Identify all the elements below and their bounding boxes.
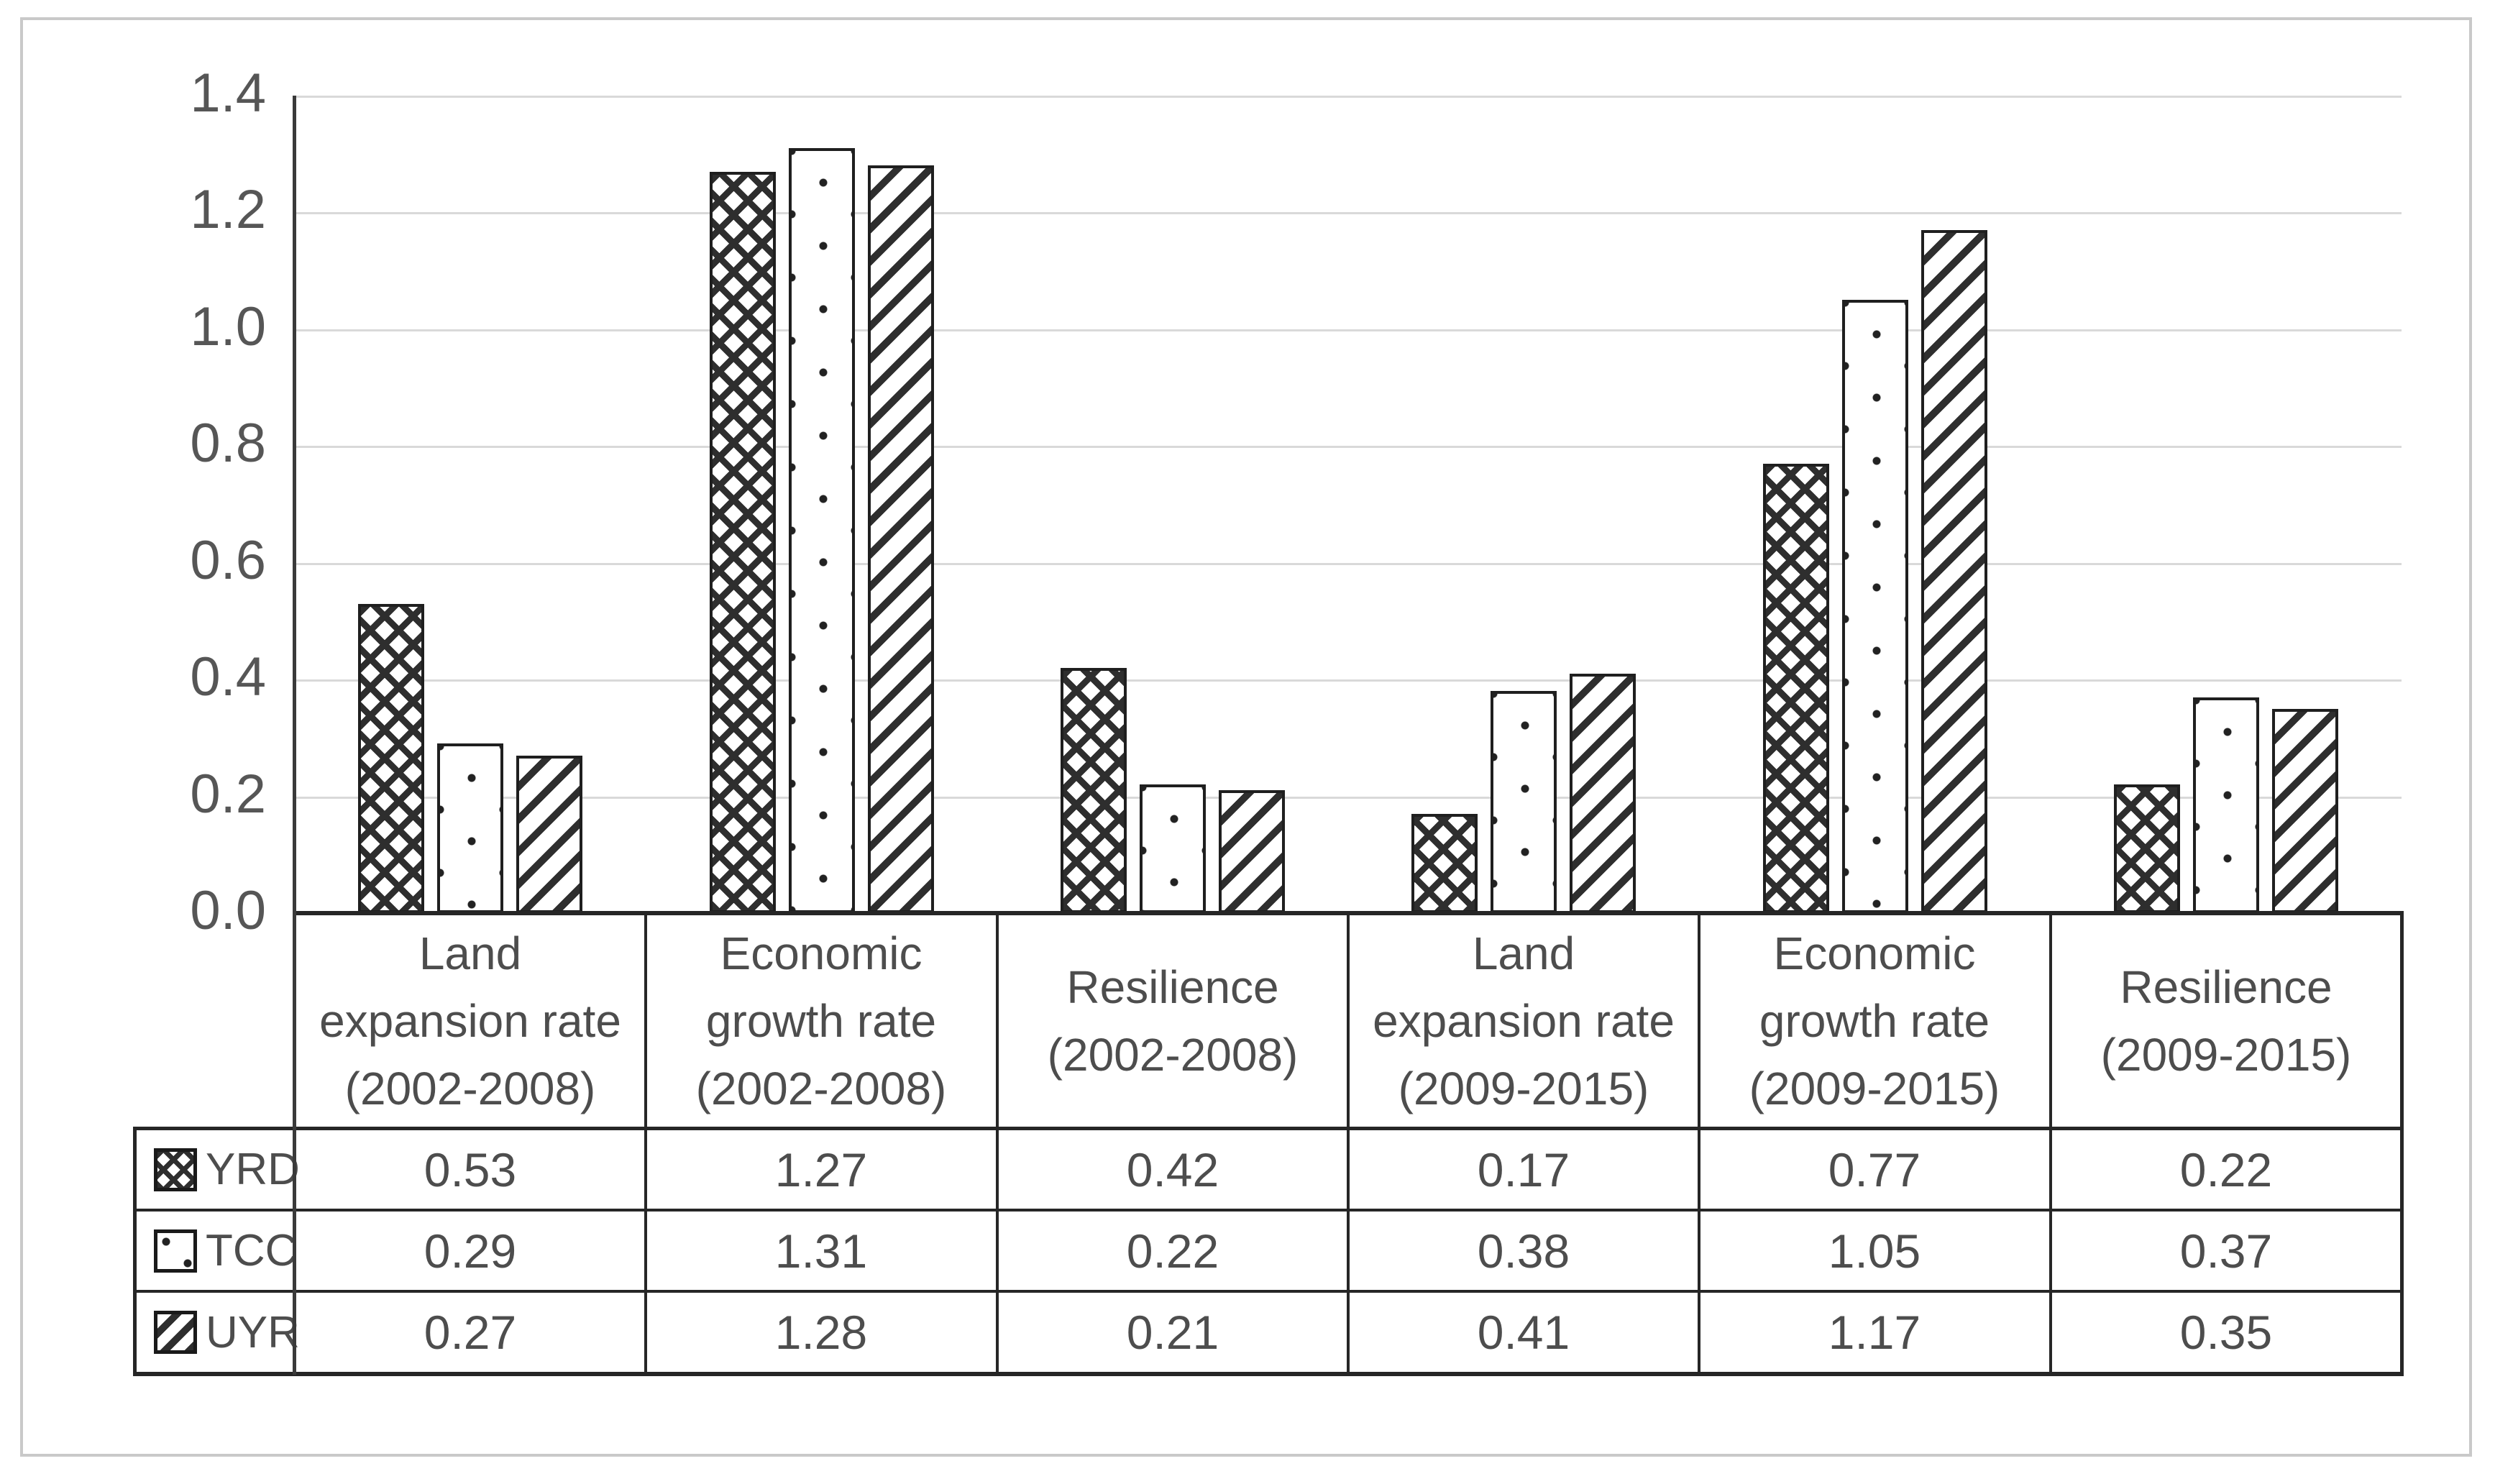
bar-uyr-category-6 bbox=[2271, 709, 2338, 913]
value-cell-uyr-category-4: 0.41 bbox=[1477, 1306, 1570, 1359]
bar-yrd-category-1 bbox=[358, 604, 425, 913]
table-column-border bbox=[1698, 911, 1700, 1373]
table-column-border bbox=[1347, 911, 1350, 1373]
category-header-cell: Land expansion rate (2009-2015) bbox=[1373, 927, 1675, 1114]
series-name-label: TCC bbox=[206, 1226, 298, 1275]
table-header-bottom-border bbox=[133, 1127, 2404, 1130]
value-cell-yrd-category-5: 0.77 bbox=[1828, 1142, 1921, 1196]
value-cell-uyr-category-5: 1.17 bbox=[1828, 1306, 1921, 1359]
category-header-cell: Resilience (2009-2015) bbox=[2100, 961, 2352, 1081]
y-axis-tick-label: 1.0 bbox=[190, 296, 266, 357]
value-cell-uyr-category-2: 1.28 bbox=[774, 1306, 868, 1359]
y-axis-tick-label: 0.0 bbox=[190, 880, 266, 942]
gridline bbox=[295, 329, 2402, 331]
bar-tcc-category-5 bbox=[1841, 300, 1908, 913]
table-row-border bbox=[133, 1209, 2404, 1212]
bar-tcc-category-6 bbox=[2192, 697, 2259, 913]
value-cell-uyr-category-6: 0.35 bbox=[2179, 1306, 2273, 1359]
category-header-cell: Economic growth rate (2009-2015) bbox=[1749, 927, 2000, 1114]
series-name-label: UYR bbox=[206, 1307, 300, 1357]
series-name-label: YRD bbox=[206, 1145, 300, 1194]
category-header-cell: Resilience (2002-2008) bbox=[1047, 961, 1299, 1081]
diagonal-legend-swatch-icon bbox=[154, 1311, 197, 1354]
gridline bbox=[295, 212, 2402, 215]
bar-tcc-category-1 bbox=[437, 743, 504, 913]
value-cell-yrd-category-3: 0.42 bbox=[1126, 1142, 1219, 1196]
table-column-border bbox=[644, 911, 647, 1373]
legend-key-cell-tcc: TCC bbox=[137, 1210, 297, 1291]
bar-yrd-category-2 bbox=[709, 172, 776, 913]
y-axis-tick-label: 1.2 bbox=[190, 179, 266, 241]
value-cell-tcc-category-5: 1.05 bbox=[1828, 1224, 1921, 1278]
gridline bbox=[295, 796, 2402, 799]
category-header-cell: Land expansion rate (2002-2008) bbox=[319, 927, 621, 1114]
value-cell-yrd-category-4: 0.17 bbox=[1477, 1142, 1570, 1196]
y-axis-tick-label: 0.4 bbox=[190, 646, 266, 708]
dots-legend-swatch-icon bbox=[154, 1229, 197, 1273]
bar-tcc-category-2 bbox=[788, 148, 855, 913]
gridline bbox=[295, 96, 2402, 98]
value-cell-yrd-category-2: 1.27 bbox=[774, 1142, 868, 1196]
y-axis-tick-label: 0.6 bbox=[190, 529, 266, 591]
bar-uyr-category-5 bbox=[1921, 230, 1987, 913]
legend-key-cell-yrd: YRD bbox=[137, 1129, 300, 1210]
bar-yrd-category-4 bbox=[1411, 814, 1478, 913]
bar-uyr-category-1 bbox=[516, 756, 583, 913]
value-cell-uyr-category-3: 0.21 bbox=[1126, 1306, 1219, 1359]
table-right-border bbox=[2400, 911, 2404, 1373]
crosshatch-legend-swatch-icon bbox=[154, 1148, 197, 1191]
legend-key-cell-uyr: UYR bbox=[137, 1291, 300, 1373]
y-axis-tick-label: 0.2 bbox=[190, 763, 266, 825]
bar-yrd-category-6 bbox=[2113, 784, 2180, 913]
bar-uyr-category-2 bbox=[867, 165, 934, 913]
gridline bbox=[295, 446, 2402, 449]
table-legend-left-border bbox=[133, 1127, 137, 1373]
y-axis-line bbox=[293, 96, 296, 1375]
value-cell-yrd-category-6: 0.22 bbox=[2179, 1142, 2273, 1196]
category-header-cell: Economic growth rate (2002-2008) bbox=[695, 927, 947, 1114]
table-column-border bbox=[996, 911, 999, 1373]
value-cell-tcc-category-4: 0.38 bbox=[1477, 1224, 1570, 1278]
plot-area bbox=[295, 96, 2402, 913]
bar-yrd-category-5 bbox=[1762, 464, 1829, 913]
value-cell-yrd-category-1: 0.53 bbox=[424, 1142, 517, 1196]
y-axis-tick-label: 0.8 bbox=[190, 413, 266, 475]
table-row-border bbox=[133, 1290, 2404, 1293]
value-cell-tcc-category-3: 0.22 bbox=[1126, 1224, 1219, 1278]
y-axis-tick-label: 1.4 bbox=[190, 63, 266, 124]
value-cell-tcc-category-2: 1.31 bbox=[774, 1224, 868, 1278]
bar-uyr-category-4 bbox=[1570, 674, 1636, 913]
gridline bbox=[295, 562, 2402, 565]
figure-border-frame bbox=[20, 17, 2472, 1457]
table-column-border bbox=[2049, 911, 2052, 1373]
bar-uyr-category-3 bbox=[1218, 790, 1285, 913]
bar-yrd-category-3 bbox=[1060, 668, 1127, 913]
gridline bbox=[295, 679, 2402, 682]
value-cell-tcc-category-1: 0.29 bbox=[424, 1224, 517, 1278]
value-cell-uyr-category-1: 0.27 bbox=[424, 1306, 517, 1359]
value-cell-tcc-category-6: 0.37 bbox=[2179, 1224, 2273, 1278]
bar-tcc-category-4 bbox=[1491, 691, 1557, 913]
bar-tcc-category-3 bbox=[1139, 784, 1206, 913]
table-bottom-border bbox=[133, 1372, 2404, 1376]
